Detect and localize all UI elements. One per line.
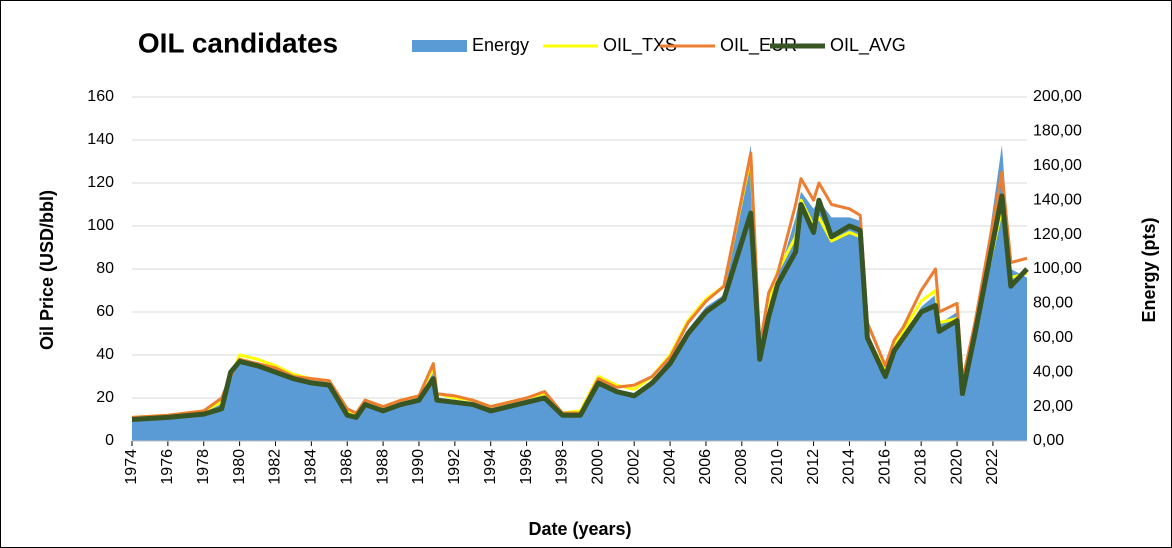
x-tick-label: 2022 — [984, 449, 1001, 485]
x-tick-label: 2002 — [625, 449, 642, 485]
x-tick-label: 1974 — [123, 449, 140, 485]
y-tick-label: 40 — [96, 346, 114, 363]
y2-tick-label: 100,00 — [1033, 260, 1082, 277]
series-line — [131, 193, 1029, 422]
x-tick-label: 2010 — [769, 449, 786, 485]
y-tick-label: 100 — [87, 217, 114, 234]
x-tick-label: 1980 — [231, 449, 248, 485]
x-tick-label: 2004 — [661, 449, 678, 485]
x-tick-label: 2020 — [948, 449, 965, 485]
y2-tick-label: 60,00 — [1033, 329, 1073, 346]
x-tick-label: 1994 — [482, 449, 499, 485]
y2-tick-label: 140,00 — [1033, 191, 1082, 208]
y2-tick-label: 180,00 — [1033, 123, 1082, 140]
chart-title: OIL candidates — [138, 27, 338, 58]
energy-area — [132, 145, 1027, 441]
x-tick-label: 1982 — [267, 449, 284, 485]
x-tick-label: 2016 — [877, 449, 894, 485]
x-tick-label: 2012 — [805, 449, 822, 485]
y-tick-label: 20 — [96, 389, 114, 406]
y2-axis-title: Energy (pts) — [1139, 217, 1159, 322]
x-tick-label: 1976 — [159, 449, 176, 485]
y-tick-label: 140 — [87, 131, 114, 148]
x-tick-label: 1988 — [374, 449, 391, 485]
series-line — [131, 151, 1028, 419]
y2-tick-label: 40,00 — [1033, 363, 1073, 380]
y2-tick-label: 20,00 — [1033, 398, 1073, 415]
y-axis-title: Oil Price (USD/bbl) — [37, 190, 57, 350]
x-tick-label: 1986 — [338, 449, 355, 485]
x-tick-label: 1992 — [446, 449, 463, 485]
x-tick-label: 1984 — [303, 449, 320, 485]
y2-tick-label: 80,00 — [1033, 295, 1073, 312]
legend-label: OIL_TXS — [603, 35, 677, 56]
x-tick-label: 2008 — [733, 449, 750, 485]
y2-tick-label: 200,00 — [1033, 88, 1082, 105]
x-tick-label: 1996 — [518, 449, 535, 485]
x-axis-title: Date (years) — [528, 519, 631, 539]
y2-tick-label: 160,00 — [1033, 157, 1082, 174]
x-tick-label: 1998 — [554, 449, 571, 485]
y2-tick-label: 0,00 — [1033, 432, 1064, 449]
y-tick-label: 160 — [87, 88, 114, 105]
legend-label: OIL_EUR — [720, 35, 797, 56]
legend-label: Energy — [472, 35, 529, 55]
x-tick-label: 1978 — [195, 449, 212, 485]
x-tick-label: 2000 — [590, 449, 607, 485]
y-tick-label: 60 — [96, 303, 114, 320]
y-tick-label: 120 — [87, 174, 114, 191]
y-tick-label: 80 — [96, 260, 114, 277]
y-tick-label: 0 — [105, 432, 114, 449]
x-tick-label: 2018 — [912, 449, 929, 485]
x-tick-label: 1990 — [410, 449, 427, 485]
y2-tick-label: 120,00 — [1033, 226, 1082, 243]
x-tick-label: 2014 — [841, 449, 858, 485]
legend-swatch — [412, 40, 467, 52]
x-tick-label: 2006 — [697, 449, 714, 485]
legend-label: OIL_AVG — [830, 35, 906, 56]
